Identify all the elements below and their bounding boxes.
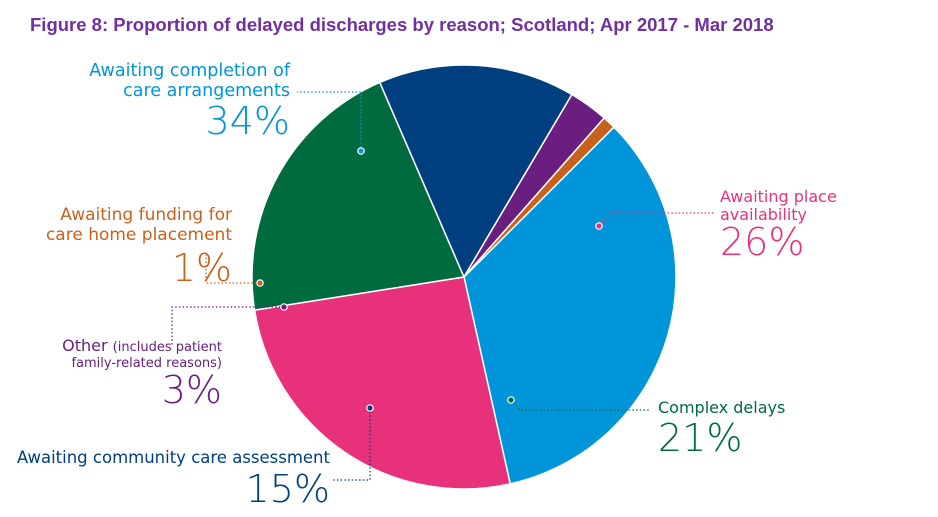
slice-label: Awaiting community care assessment [17,448,331,467]
slice-label: Other (includes patient [62,336,222,355]
leader-line [171,306,284,345]
leader-dot [357,147,365,155]
pie-slice [463,126,677,485]
slice-value-label: 34% [206,99,290,143]
leader-line [510,399,650,411]
slice-label: Awaiting completion of [89,61,291,81]
slice-value-label: 26% [720,220,804,264]
pie-slice [463,116,615,278]
slice-label: Awaiting funding for [60,205,232,225]
slice-label: care arrangements [123,81,290,101]
pie-slice [378,64,573,279]
slice-value-label: 1% [172,246,232,290]
leader-line [297,91,362,151]
slice-label: family-related reasons) [71,356,222,371]
chart-title: Figure 8: Proportion of delayed discharg… [30,14,774,35]
leader-dot [595,222,603,230]
pie-slice [253,276,512,490]
slice-label: Complex delays [658,398,785,417]
leader-dot [256,279,264,287]
leader-dot [366,404,374,412]
leader-line [332,408,371,481]
slice-value-label: 3% [162,368,222,412]
slice-label: care home placement [46,225,232,245]
slice-value-label: 21% [658,416,742,460]
leader-dot [507,396,515,404]
slice-value-label: 15% [246,467,330,511]
slice-label: availability [720,205,807,224]
leader-dot [280,303,288,311]
pie-slice [251,81,466,312]
slice-label: Awaiting place [720,187,837,206]
